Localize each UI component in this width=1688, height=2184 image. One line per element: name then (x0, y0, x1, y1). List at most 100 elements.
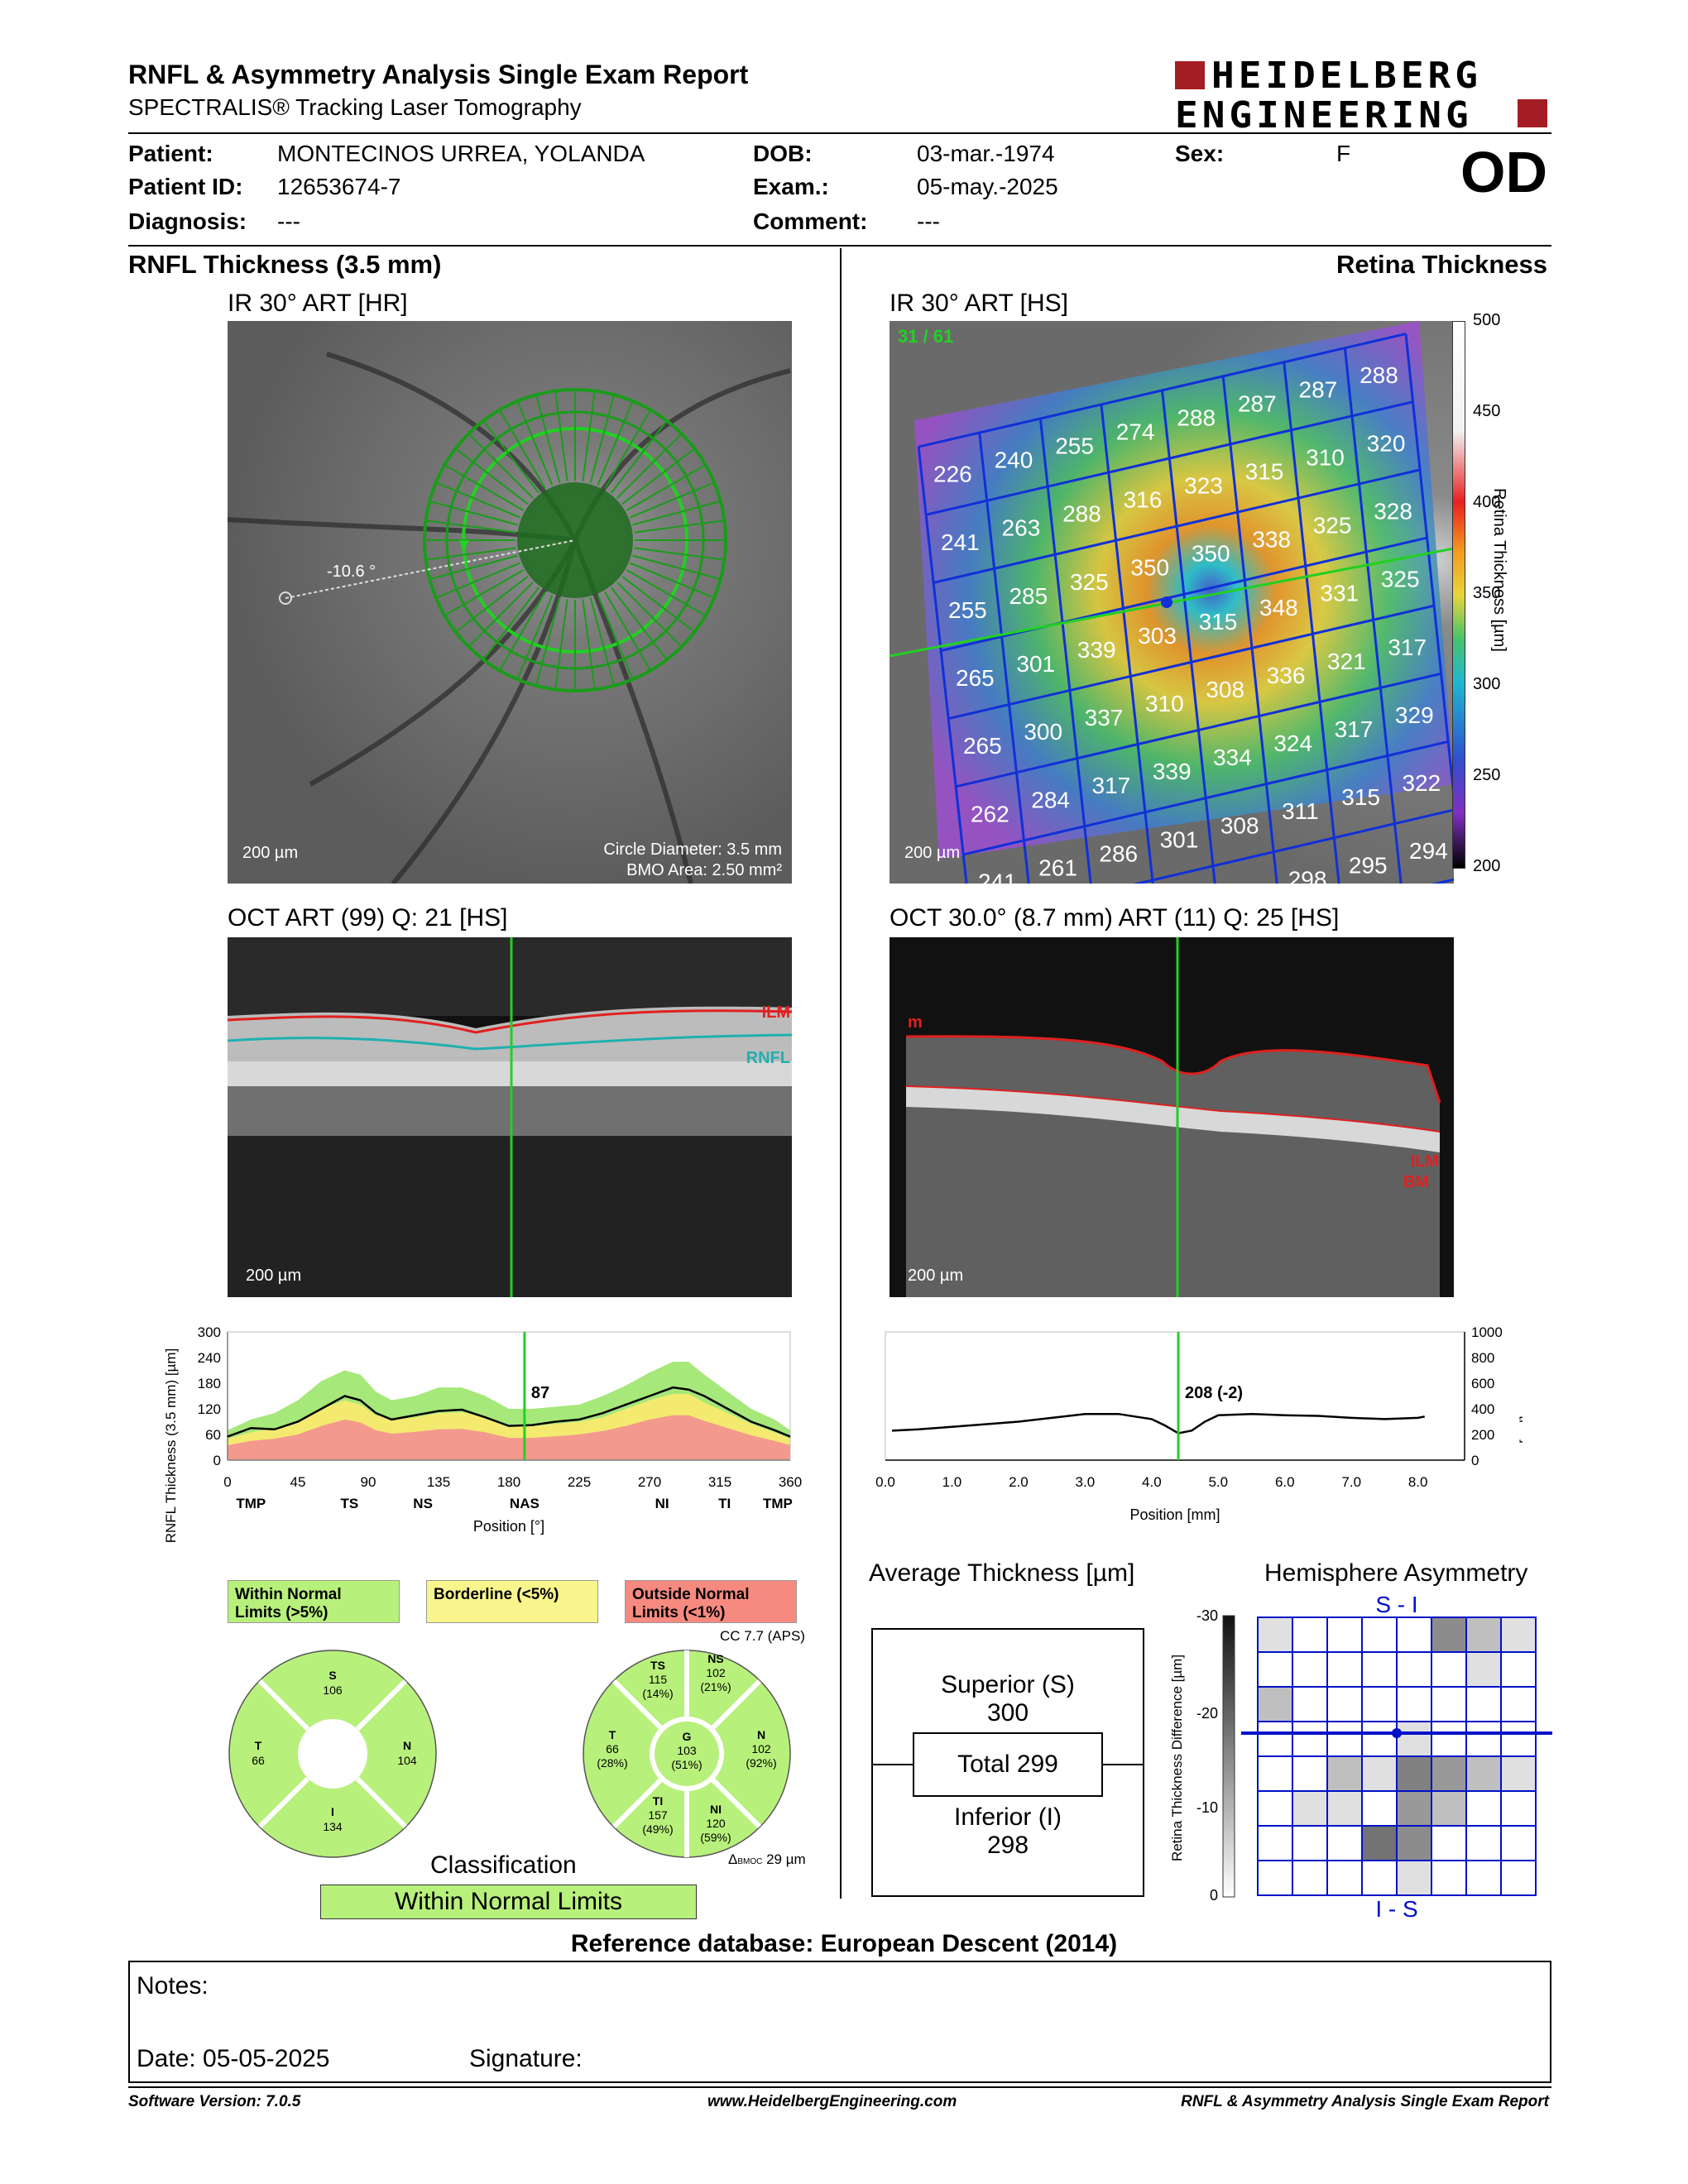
x-tick-label: 7.0 (1341, 1474, 1361, 1490)
scan-spoke (632, 500, 722, 526)
notes-box[interactable]: Notes: Date: 05-05-2025 Signature: (128, 1961, 1551, 2083)
classification-label: Classification (430, 1851, 577, 1879)
asymmetry-cell (1500, 1825, 1537, 1861)
colorbar-tick: 500 (1473, 311, 1501, 329)
y-axis-title: RNFL Thickness (3.5 mm) [µm] (163, 1348, 179, 1544)
grid-cell-value: 286 (1099, 841, 1138, 866)
sector-g-label: G (683, 1730, 692, 1743)
asymmetry-cell (1292, 1721, 1328, 1757)
sector-s-label: S (328, 1669, 336, 1682)
classification-value: Within Normal Limits (320, 1885, 697, 1919)
asymmetry-cell (1465, 1825, 1502, 1861)
grid-cell-value: 301 (1160, 826, 1199, 852)
report-subtitle: SPECTRALIS® Tracking Laser Tomography (128, 94, 582, 120)
sector-axis-label: TS (340, 1496, 358, 1511)
oct-right-layers (905, 937, 1441, 1297)
grid-cell-value: 287 (1238, 390, 1277, 416)
scan-spoke (468, 582, 534, 648)
grid-cell-value: 331 (1320, 581, 1359, 606)
sector-ns-value: 102 (706, 1666, 726, 1679)
grid-cell-value: 265 (963, 733, 1002, 759)
sector-chart-left: S 106 T 66 N 104 I 134 (228, 1650, 437, 1858)
scan-spoke (455, 448, 529, 505)
grid-cell-value: 240 (995, 448, 1033, 473)
grid-line (962, 740, 1449, 856)
cc-value: CC 7.7 (APS) (720, 1628, 805, 1644)
asymmetry-cell (1326, 1860, 1363, 1896)
scan-spoke (626, 569, 707, 616)
ilm-label-left: ILM (761, 1003, 790, 1022)
retina-section-title: Retina Thickness (1336, 250, 1547, 279)
patient-id-value: 12653674-7 (277, 174, 401, 199)
bmo-delta: ΔBMOC 29 µm (728, 1851, 806, 1868)
asymmetry-cell (1396, 1860, 1432, 1896)
scan-spoke (634, 520, 725, 534)
legend-within: Within Normal Limits (>5%) (228, 1580, 400, 1623)
grid-cell-value: 321 (1327, 649, 1366, 674)
website-link[interactable]: www.HeidelbergEngineering.com (707, 2093, 957, 2110)
asymmetry-cell (1326, 1825, 1363, 1861)
fundus-overlay-left (228, 352, 791, 884)
scan-spoke (429, 554, 518, 581)
scan-spoke (455, 576, 529, 633)
asym-colorbar-label: Retina Thickness Difference [µm] (1169, 1655, 1185, 1861)
x-tick-label: 180 (497, 1474, 520, 1490)
grid-cell-value: 315 (1199, 609, 1238, 635)
right-oct-label: OCT 30.0° (8.7 mm) ART (11) Q: 25 [HS] (890, 904, 1340, 932)
oct-left-layers (228, 937, 792, 1297)
sector-g-pct: (51%) (671, 1758, 702, 1771)
scan-spoke (630, 481, 715, 519)
scan-spoke (535, 597, 561, 687)
grid-cell-value: 285 (1009, 583, 1048, 609)
notes-date: Date: 05-05-2025 (137, 2045, 330, 2072)
total-connector-right (1103, 1764, 1143, 1765)
notes-label: Notes: (137, 1972, 209, 2000)
asym-bottom-label: I - S (1375, 1896, 1417, 1922)
asymmetry-cell (1396, 1651, 1432, 1688)
x-tick-label: 8.0 (1408, 1474, 1428, 1490)
scan-spoke (554, 599, 568, 690)
comment-label: Comment: (753, 208, 868, 234)
grid-cell-value: 294 (1409, 838, 1448, 864)
rnfl-profile-chart: 0 60 120 180 240 300 0 45 90 135 180 225 270 315 360 TM… (163, 1324, 802, 1544)
scan-spoke (444, 464, 525, 511)
x-tick-label: 315 (708, 1474, 731, 1490)
scan-spoke (616, 582, 683, 648)
asymmetry-cell (1292, 1651, 1328, 1688)
asymmetry-cell (1396, 1616, 1432, 1653)
scan-spoke (611, 420, 668, 494)
scan-spoke (616, 433, 683, 499)
asym-colorbar-tick: -30 (1196, 1607, 1218, 1624)
bmo-delta-value: 29 µm (766, 1851, 806, 1867)
oct-bscan-left: ILM RNFL 200 µm (228, 937, 792, 1297)
grid-cell-value: 339 (1153, 759, 1192, 784)
logo-bar-bottom (1518, 99, 1547, 127)
superior-value: 300 (986, 1699, 1029, 1727)
asymmetry-cell (1292, 1860, 1328, 1896)
asymmetry-cell (1361, 1686, 1398, 1722)
asymmetry-cell (1326, 1651, 1363, 1688)
ir-fundus-image-right: 226 240 255 274 288 287 287 288 241 263 288 316 323 3… (890, 321, 1454, 884)
asymmetry-cell (1361, 1755, 1398, 1792)
grid-line (947, 604, 1435, 721)
scan-spoke (468, 433, 534, 499)
grid-cell-value: 263 (1002, 515, 1041, 541)
grid-line (955, 672, 1441, 788)
asymmetry-cell (1361, 1721, 1398, 1757)
asymmetry-cell (1257, 1825, 1293, 1861)
scan-spoke (597, 400, 634, 486)
sector-i-value: 134 (323, 1820, 343, 1833)
x-tick-label: 45 (290, 1474, 306, 1490)
logo-bar-top (1175, 61, 1205, 89)
patient-label: Patient: (128, 141, 213, 166)
scan-spoke (626, 464, 707, 511)
grid-cell-value: 241 (978, 869, 1017, 884)
scan-spoke (621, 448, 695, 505)
sector-ti-value: 157 (648, 1808, 668, 1822)
m-label: m (908, 1013, 923, 1032)
grid-cell-value: 255 (948, 597, 987, 623)
scan-spoke (604, 409, 651, 490)
scan-spoke (425, 520, 516, 534)
asymmetry-cell (1396, 1755, 1432, 1792)
notes-signature[interactable]: Signature: (469, 2045, 583, 2072)
